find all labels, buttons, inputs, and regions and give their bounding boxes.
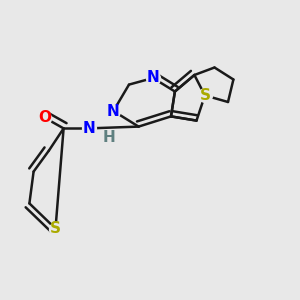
Text: O: O	[38, 110, 51, 125]
Text: N: N	[147, 70, 159, 86]
Text: N: N	[82, 121, 95, 136]
Text: S: S	[50, 221, 61, 236]
Text: S: S	[200, 88, 210, 103]
Text: H: H	[103, 130, 115, 145]
Text: N: N	[107, 103, 120, 118]
